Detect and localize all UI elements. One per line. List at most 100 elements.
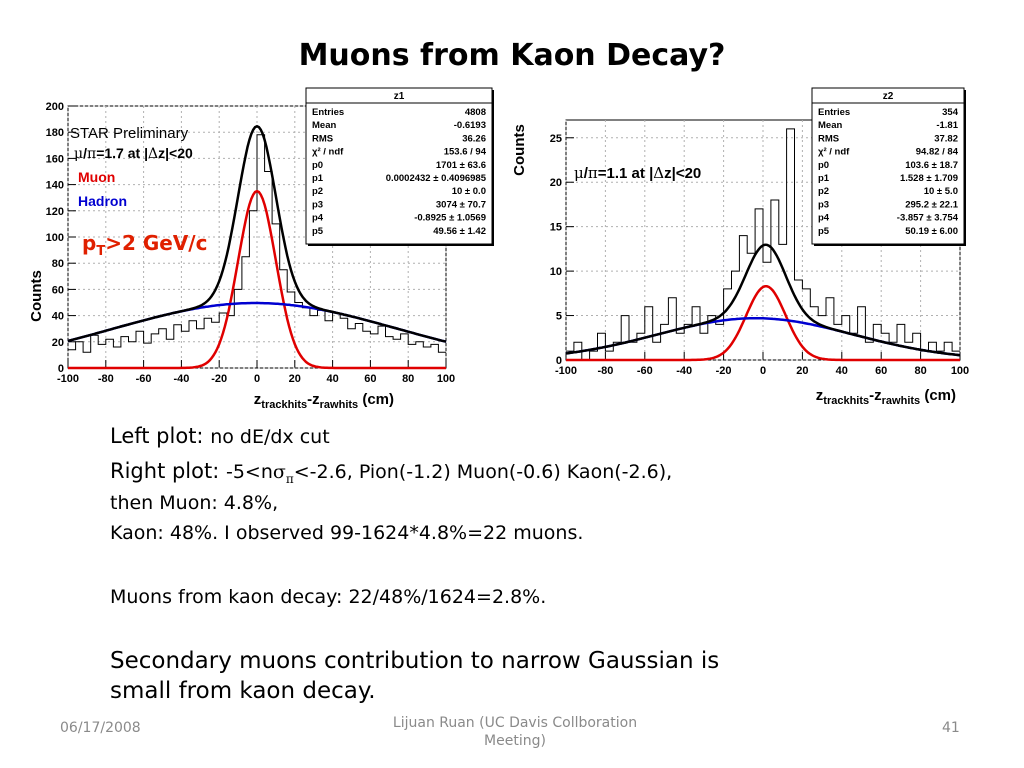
left-x-tick-label: -40 [173, 373, 189, 385]
left-y-tick-label: 180 [46, 127, 64, 139]
right-x-tick-label: -60 [637, 365, 653, 377]
right-stats-name: z2 [883, 91, 894, 102]
left-stats-key: p5 [312, 226, 324, 237]
left-star-preliminary-label: STAR Preliminary [70, 125, 189, 142]
left-y-tick-label: 120 [46, 206, 64, 218]
right-histogram-plot: -100 -80 -60 -40 -20 0 20 40 60 80 100 0 5 10 15 20 25 z… [511, 87, 969, 407]
right-stats-value: 94.82 / 84 [916, 147, 959, 158]
right-x-tick-label: 100 [951, 365, 969, 377]
footer-author: Lijuan Ruan (UC Davis Collboration Meetin… [392, 715, 638, 749]
right-stats-value: 295.2 ± 22.1 [905, 199, 958, 210]
left-y-tick-label: 80 [52, 258, 64, 270]
left-x-tick-label: 80 [402, 373, 414, 385]
left-x-tick-label: -60 [136, 373, 152, 385]
left-stats-name: z1 [394, 91, 405, 102]
left-ratio-label: μ/π=1.7 at |Δz|<20 [74, 145, 193, 162]
right-y-tick-label: 0 [556, 355, 562, 367]
right-stats-value: 50.19 ± 6.00 [905, 226, 958, 237]
left-stats-box: z1 Entries 4808 Mean -0.6193 RMS 36.26 χ² / ndf… [305, 87, 494, 246]
left-stats-value: -0.8925 ± 1.0569 [414, 213, 486, 224]
left-y-tick-label: 200 [46, 101, 64, 113]
right-stats-key: RMS [818, 133, 839, 144]
left-x-tick-label: 20 [289, 373, 301, 385]
right-y-tick-label: 15 [550, 222, 562, 234]
left-y-tick-label: 0 [58, 363, 64, 375]
right-x-tick-label: -100 [555, 365, 577, 377]
right-stats-key: χ² / ndf [818, 147, 850, 158]
right-data-histogram [566, 128, 960, 361]
right-stats-box: z2 Entries 354 Mean -1.81 RMS 37.82 χ² / ndf 94.… [811, 87, 966, 246]
right-stats-value: -1.81 [936, 120, 958, 131]
left-stats-key: p4 [312, 213, 324, 224]
right-y-axis-label: Counts [511, 124, 528, 176]
left-stats-value: 0.0002432 ± 0.4096985 [386, 173, 487, 184]
left-x-tick-label: -20 [211, 373, 227, 385]
left-stats-value: 4808 [465, 107, 486, 118]
text-conclusion-line2: small from kaon decay. [110, 678, 376, 704]
right-total-fit-curve [565, 243, 961, 357]
text-muons-from-kaon: Muons from kaon decay: 22/48%/1624=2.8%. [110, 586, 547, 608]
left-stats-key: Mean [312, 120, 336, 131]
right-x-tick-label: 40 [836, 365, 848, 377]
left-stats-value: -0.6193 [454, 120, 486, 131]
left-stats-value: 153.6 / 94 [444, 147, 487, 158]
left-stats-value: 10 ± 0.0 [452, 186, 486, 197]
left-hadron-legend-label: Hadron [78, 193, 127, 209]
left-stats-key: p2 [312, 186, 323, 197]
left-stats-key: p0 [312, 160, 323, 171]
right-stats-value: 1.528 ± 1.709 [900, 173, 958, 184]
right-stats-value: 10 ± 5.0 [924, 186, 958, 197]
left-stats-key: p3 [312, 199, 323, 210]
right-x-tick-label: 60 [875, 365, 887, 377]
right-y-tick-label: 25 [550, 133, 562, 145]
right-curves [565, 128, 961, 362]
left-stats-key: p1 [312, 173, 324, 184]
right-stats-key: Mean [818, 120, 842, 131]
left-y-axis-label: Counts [28, 270, 45, 322]
left-stats-value: 1701 ± 63.6 [436, 160, 486, 171]
right-y-tick-label: 20 [550, 177, 562, 189]
right-x-axis-label: ztrackhits-zrawhits (cm) [816, 387, 956, 407]
right-stats-key: p4 [818, 213, 830, 224]
right-x-tick-label: 80 [914, 365, 926, 377]
left-stats-key: RMS [312, 133, 333, 144]
left-x-tick-label: 100 [437, 373, 455, 385]
left-x-axis-label: ztrackhits-zrawhits (cm) [254, 391, 394, 411]
left-x-tick-label: 60 [364, 373, 376, 385]
right-stats-key: p3 [818, 199, 829, 210]
right-x-tick-label: 0 [760, 365, 766, 377]
left-stats-value: 36.26 [462, 133, 486, 144]
left-data-histogram [68, 134, 446, 353]
right-stats-value: 37.82 [934, 133, 958, 144]
left-y-tick-label: 100 [46, 232, 64, 244]
right-x-tick-label: -40 [676, 365, 692, 377]
left-y-tick-label: 20 [52, 337, 64, 349]
text-conclusion-line1: Secondary muons contribution to narrow G… [110, 648, 720, 674]
left-muon-gaussian-curve [68, 189, 446, 370]
left-y-tick-label: 40 [52, 311, 64, 323]
right-x-tick-label: -80 [597, 365, 613, 377]
footer-date: 06/17/2008 [60, 720, 141, 736]
left-pt-cut-label: pT>2 GeV/c [82, 231, 207, 259]
text-kaon-fraction: Kaon: 48%. I observed 99-1624*4.8%=22 mu… [110, 522, 584, 544]
left-stats-value: 3074 ± 70.7 [436, 199, 486, 210]
right-stats-key: Entries [818, 107, 850, 118]
left-stats-value: 49.56 ± 1.42 [433, 226, 486, 237]
left-total-fit-curve [67, 124, 447, 343]
footer-page-number: 41 [942, 720, 960, 736]
left-x-tick-label: -80 [98, 373, 114, 385]
left-x-tick-label: -100 [57, 373, 79, 385]
right-stats-key: p2 [818, 186, 829, 197]
slide-title: Muons from Kaon Decay? [298, 38, 726, 73]
left-stats-frame [305, 87, 493, 245]
right-stats-key: p1 [818, 173, 830, 184]
text-muon-fraction: then Muon: 4.8%, [110, 492, 279, 514]
left-y-tick-label: 140 [46, 180, 64, 192]
right-ratio-label: μ/π=1.1 at |Δz|<20 [574, 164, 701, 182]
left-curves [67, 124, 447, 370]
left-stats-key: Entries [312, 107, 344, 118]
left-x-tick-label: 40 [326, 373, 338, 385]
right-stats-value: 103.6 ± 18.7 [905, 160, 958, 171]
text-left-plot: Left plot: no dE/dx cut [110, 424, 330, 448]
right-x-tick-label: 20 [796, 365, 808, 377]
